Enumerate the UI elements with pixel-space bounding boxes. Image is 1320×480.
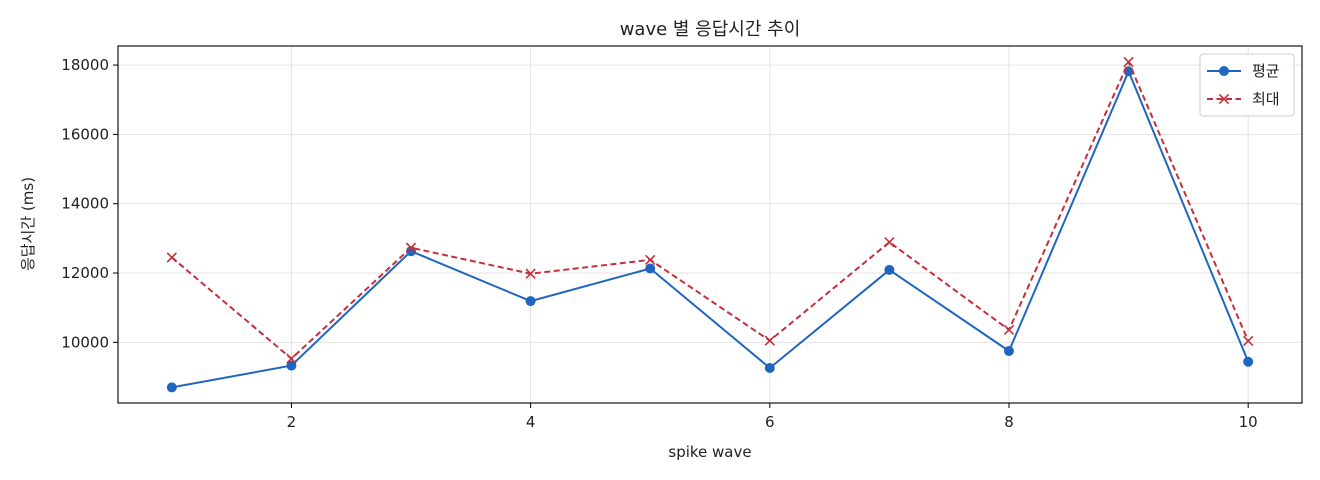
x-marker-stroke: [764, 335, 775, 346]
x-marker-stroke: [1003, 324, 1015, 336]
x-marker-stroke: [166, 252, 177, 263]
data-point-max: [1123, 56, 1134, 68]
data-point-max: [1003, 324, 1015, 336]
x-marker-stroke: [1123, 56, 1134, 68]
x-marker-stroke: [645, 254, 656, 266]
x-marker-stroke: [286, 353, 297, 364]
data-point-average: [1243, 356, 1254, 367]
data-point-average: [1003, 346, 1014, 357]
data-point-max: [405, 242, 417, 253]
y-tick-label: 12000: [61, 264, 109, 282]
x-tick-label: 4: [526, 413, 536, 431]
series-max: [166, 56, 1254, 364]
x-marker-stroke: [1243, 335, 1254, 347]
data-point-max: [764, 335, 775, 346]
x-tick-label: 10: [1239, 413, 1258, 431]
x-marker-stroke: [525, 268, 536, 279]
plot-frame: [117, 45, 1303, 404]
y-tick-label: 16000: [61, 125, 109, 143]
series-line-max: [171, 60, 1250, 360]
data-point-average: [645, 263, 656, 274]
data-point-average: [884, 264, 895, 275]
data-point-average: [166, 382, 177, 393]
legend-box: [1199, 53, 1295, 117]
legend-label-average: 평균: [1252, 62, 1280, 80]
y-tick-label: 10000: [61, 333, 109, 351]
y-tick-label: 14000: [61, 195, 109, 213]
data-point-max: [525, 268, 536, 279]
legend-label-max: 최대: [1252, 90, 1280, 108]
x-marker-stroke: [405, 242, 417, 253]
data-point-max: [166, 252, 177, 263]
x-tick-label: 8: [1004, 413, 1014, 431]
data-point-max: [1243, 335, 1254, 347]
series-line-average: [171, 70, 1250, 389]
data-point-average: [286, 360, 297, 371]
y-axis-title: 응답시간 (ms): [19, 177, 37, 271]
data-point-average: [764, 362, 775, 373]
ticks: 2 4 6 8 10 10000 12000 14000 16000 18000: [61, 56, 1257, 431]
x-axis-title: spike wave: [668, 443, 751, 461]
x-tick-label: 6: [765, 413, 775, 431]
data-point-max: [645, 254, 656, 266]
x-marker-stroke: [1218, 93, 1230, 105]
legend-marker-average: [1219, 66, 1229, 76]
x-tick-label: 2: [287, 413, 297, 431]
x-marker-stroke: [884, 237, 895, 248]
series: [166, 56, 1254, 393]
data-point-max: [884, 237, 895, 248]
data-point-max: [286, 353, 297, 364]
legend-marker-max: [1218, 93, 1230, 105]
series-average: [166, 66, 1254, 393]
chart-title: wave 별 응답시간 추이: [620, 19, 801, 40]
data-point-average: [525, 296, 536, 307]
y-tick-label: 18000: [61, 56, 109, 74]
